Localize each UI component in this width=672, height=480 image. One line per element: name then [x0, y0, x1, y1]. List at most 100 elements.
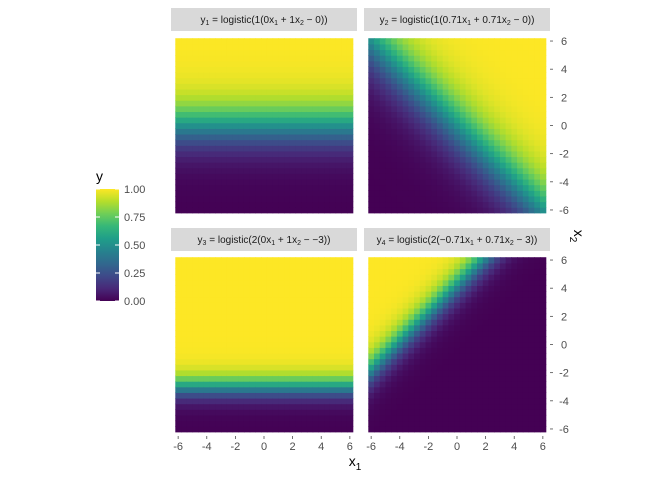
heatmap-cell	[511, 313, 518, 320]
heatmap-cell	[448, 173, 455, 180]
heatmap-cell	[368, 296, 375, 303]
heatmap-cell	[448, 392, 455, 399]
heatmap-cell	[534, 72, 541, 79]
heatmap-cell	[379, 190, 387, 197]
heatmap-cell	[295, 83, 302, 90]
heatmap-cell	[431, 156, 438, 163]
heatmap-cell	[494, 352, 501, 360]
heatmap-cell	[221, 392, 228, 399]
heatmap-cell	[306, 319, 314, 326]
heatmap-cell	[374, 77, 381, 84]
heatmap-cell	[442, 145, 450, 152]
heatmap-cell	[385, 178, 392, 186]
heatmap-cell	[534, 122, 541, 129]
heatmap-cell	[517, 43, 524, 51]
heatmap-cell	[301, 257, 308, 264]
x-tick-label: 0	[454, 441, 460, 453]
heatmap-cell	[488, 150, 495, 158]
y-tick-label: -6	[559, 205, 569, 217]
heatmap-cell	[198, 392, 205, 399]
heatmap-cell	[505, 195, 512, 203]
heatmap-cell	[255, 409, 262, 416]
heatmap-cell	[425, 262, 432, 270]
heatmap-cell	[289, 139, 297, 146]
heatmap-cell	[517, 128, 524, 135]
heatmap-cell	[528, 257, 535, 264]
heatmap-cell	[368, 426, 375, 433]
heatmap-cell	[448, 195, 455, 203]
heatmap-cell	[505, 285, 512, 292]
heatmap-cell	[379, 420, 387, 427]
heatmap-cell	[192, 55, 199, 62]
heatmap-cell	[517, 105, 524, 113]
heatmap-cell	[436, 72, 444, 79]
y-tick-label: -2	[559, 368, 569, 380]
heatmap-cell	[175, 38, 182, 45]
heatmap-cell	[431, 105, 438, 113]
heatmap-cell	[226, 43, 234, 51]
heatmap-cell	[396, 201, 404, 208]
heatmap-cell	[186, 49, 194, 56]
heatmap-cell	[226, 178, 234, 186]
heatmap-cell	[385, 139, 392, 146]
heatmap-cell	[181, 409, 188, 416]
heatmap-cell	[396, 94, 404, 101]
heatmap-cell	[528, 100, 535, 107]
heatmap-cell	[368, 83, 375, 90]
heatmap-cell	[402, 307, 409, 315]
heatmap-cell	[534, 352, 541, 360]
heatmap-cell	[488, 162, 495, 169]
heatmap-cell	[459, 307, 467, 315]
heatmap-cell	[209, 190, 216, 197]
heatmap-cell	[482, 178, 490, 186]
heatmap-cell	[505, 111, 512, 118]
heatmap-cell	[539, 336, 547, 343]
heatmap-cell	[238, 128, 245, 135]
facet-strip	[364, 8, 550, 31]
heatmap-cell	[454, 302, 461, 309]
heatmap-cell	[425, 313, 432, 320]
heatmap-cell	[374, 133, 381, 141]
heatmap-cell	[238, 358, 245, 365]
heatmap-cell	[329, 279, 337, 286]
heatmap-cell	[539, 162, 547, 169]
heatmap-cell	[374, 347, 381, 354]
x-tick-label: 2	[290, 441, 296, 453]
heatmap-cell	[454, 403, 461, 410]
heatmap-cell	[419, 60, 427, 67]
heatmap-cell	[278, 88, 285, 96]
heatmap-cell	[419, 403, 427, 410]
heatmap-cell	[499, 364, 507, 371]
heatmap-cell	[374, 100, 381, 107]
heatmap-cell	[522, 156, 530, 163]
heatmap-cell	[425, 336, 432, 343]
heatmap-cell	[425, 173, 432, 180]
heatmap-cell	[408, 77, 415, 84]
heatmap-cell	[414, 178, 421, 186]
heatmap-cell	[499, 207, 507, 214]
heatmap-cell	[243, 178, 251, 186]
heatmap-cell	[385, 94, 392, 101]
heatmap-cell	[232, 190, 239, 197]
heatmap-cell	[522, 369, 530, 377]
heatmap-cell	[243, 319, 251, 326]
heatmap-cell	[238, 66, 245, 73]
heatmap-cell	[249, 409, 257, 416]
heatmap-cell	[471, 319, 478, 326]
heatmap-cell	[465, 341, 472, 348]
heatmap-cell	[477, 55, 484, 62]
heatmap-cell	[203, 195, 211, 203]
heatmap-cell	[482, 296, 490, 303]
heatmap-cell	[301, 375, 308, 382]
heatmap-cell	[522, 319, 530, 326]
heatmap-cell	[324, 128, 331, 135]
heatmap-cell	[522, 133, 530, 141]
heatmap-cell	[278, 111, 285, 118]
heatmap-cell	[419, 426, 427, 433]
heatmap-cell	[391, 94, 398, 101]
heatmap-cell	[408, 291, 415, 298]
heatmap-cell	[408, 190, 415, 197]
heatmap-cell	[324, 122, 331, 129]
heatmap-cell	[454, 291, 461, 298]
heatmap-cell	[448, 88, 455, 96]
